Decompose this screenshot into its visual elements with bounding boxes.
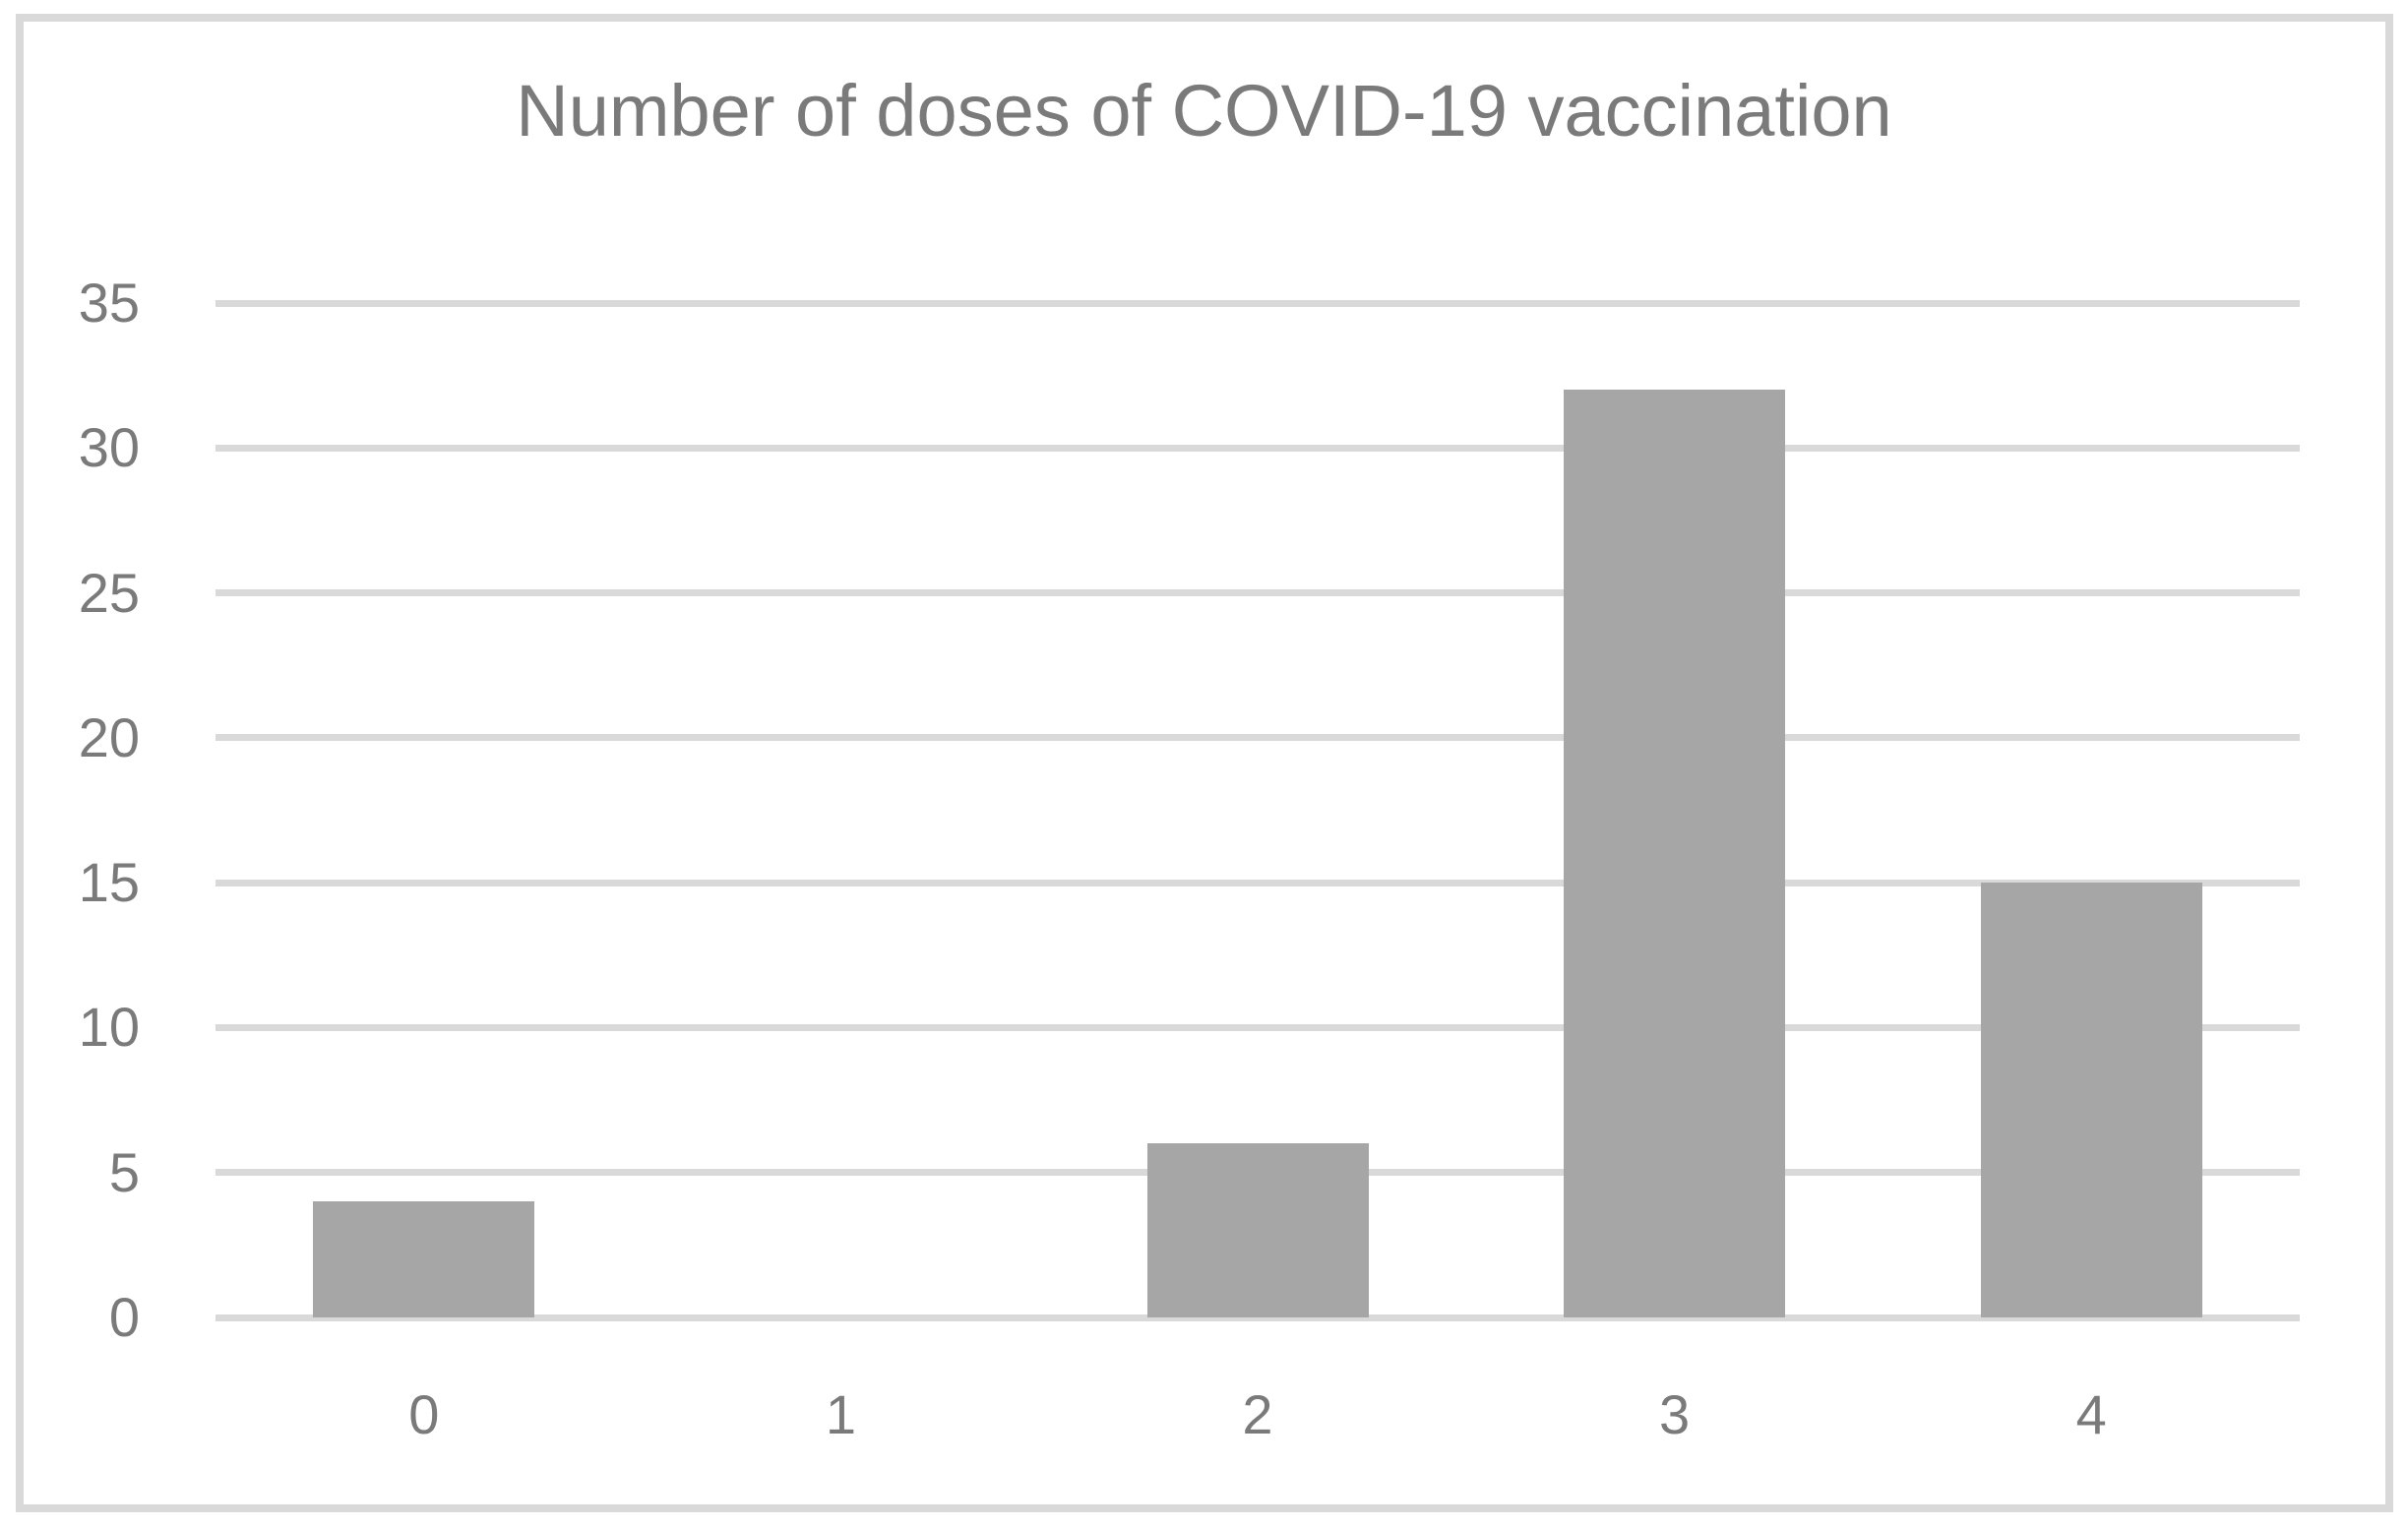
bar-category-0 bbox=[313, 1201, 535, 1317]
gridline-y-0 bbox=[216, 1313, 2300, 1321]
x-axis-tick-label: 1 bbox=[825, 1383, 856, 1445]
bar-category-3 bbox=[1564, 390, 1786, 1317]
y-axis-tick-label: 0 bbox=[108, 1286, 140, 1348]
x-axis-tick-label: 0 bbox=[408, 1383, 440, 1445]
y-axis-tick-label: 35 bbox=[78, 272, 140, 334]
x-axis-tick-label: 4 bbox=[2075, 1383, 2107, 1445]
gridline-y-10 bbox=[216, 1023, 2300, 1031]
x-axis: 0 1 2 3 4 bbox=[216, 1375, 2300, 1454]
gridline-y-30 bbox=[216, 444, 2300, 452]
y-axis-tick-label: 20 bbox=[78, 705, 140, 768]
bar-category-4 bbox=[1980, 883, 2202, 1317]
gridline-y-35 bbox=[216, 299, 2300, 307]
y-axis-tick-label: 5 bbox=[108, 1140, 140, 1203]
y-axis: 0 5 10 15 20 25 30 35 bbox=[0, 275, 140, 1345]
gridline-y-25 bbox=[216, 589, 2300, 597]
x-axis-tick-label: 2 bbox=[1242, 1383, 1273, 1445]
chart-title: Number of doses of COVID-19 vaccination bbox=[516, 70, 1892, 152]
bar-category-2 bbox=[1146, 1143, 1369, 1317]
y-axis-tick-label: 10 bbox=[78, 996, 140, 1059]
gridline-y-20 bbox=[216, 734, 2300, 742]
y-axis-tick-label: 30 bbox=[78, 416, 140, 479]
plot-area bbox=[216, 299, 2300, 1321]
y-axis-tick-label: 15 bbox=[78, 851, 140, 914]
x-axis-tick-label: 3 bbox=[1659, 1383, 1691, 1445]
y-axis-tick-label: 25 bbox=[78, 561, 140, 624]
gridline-y-15 bbox=[216, 879, 2300, 886]
